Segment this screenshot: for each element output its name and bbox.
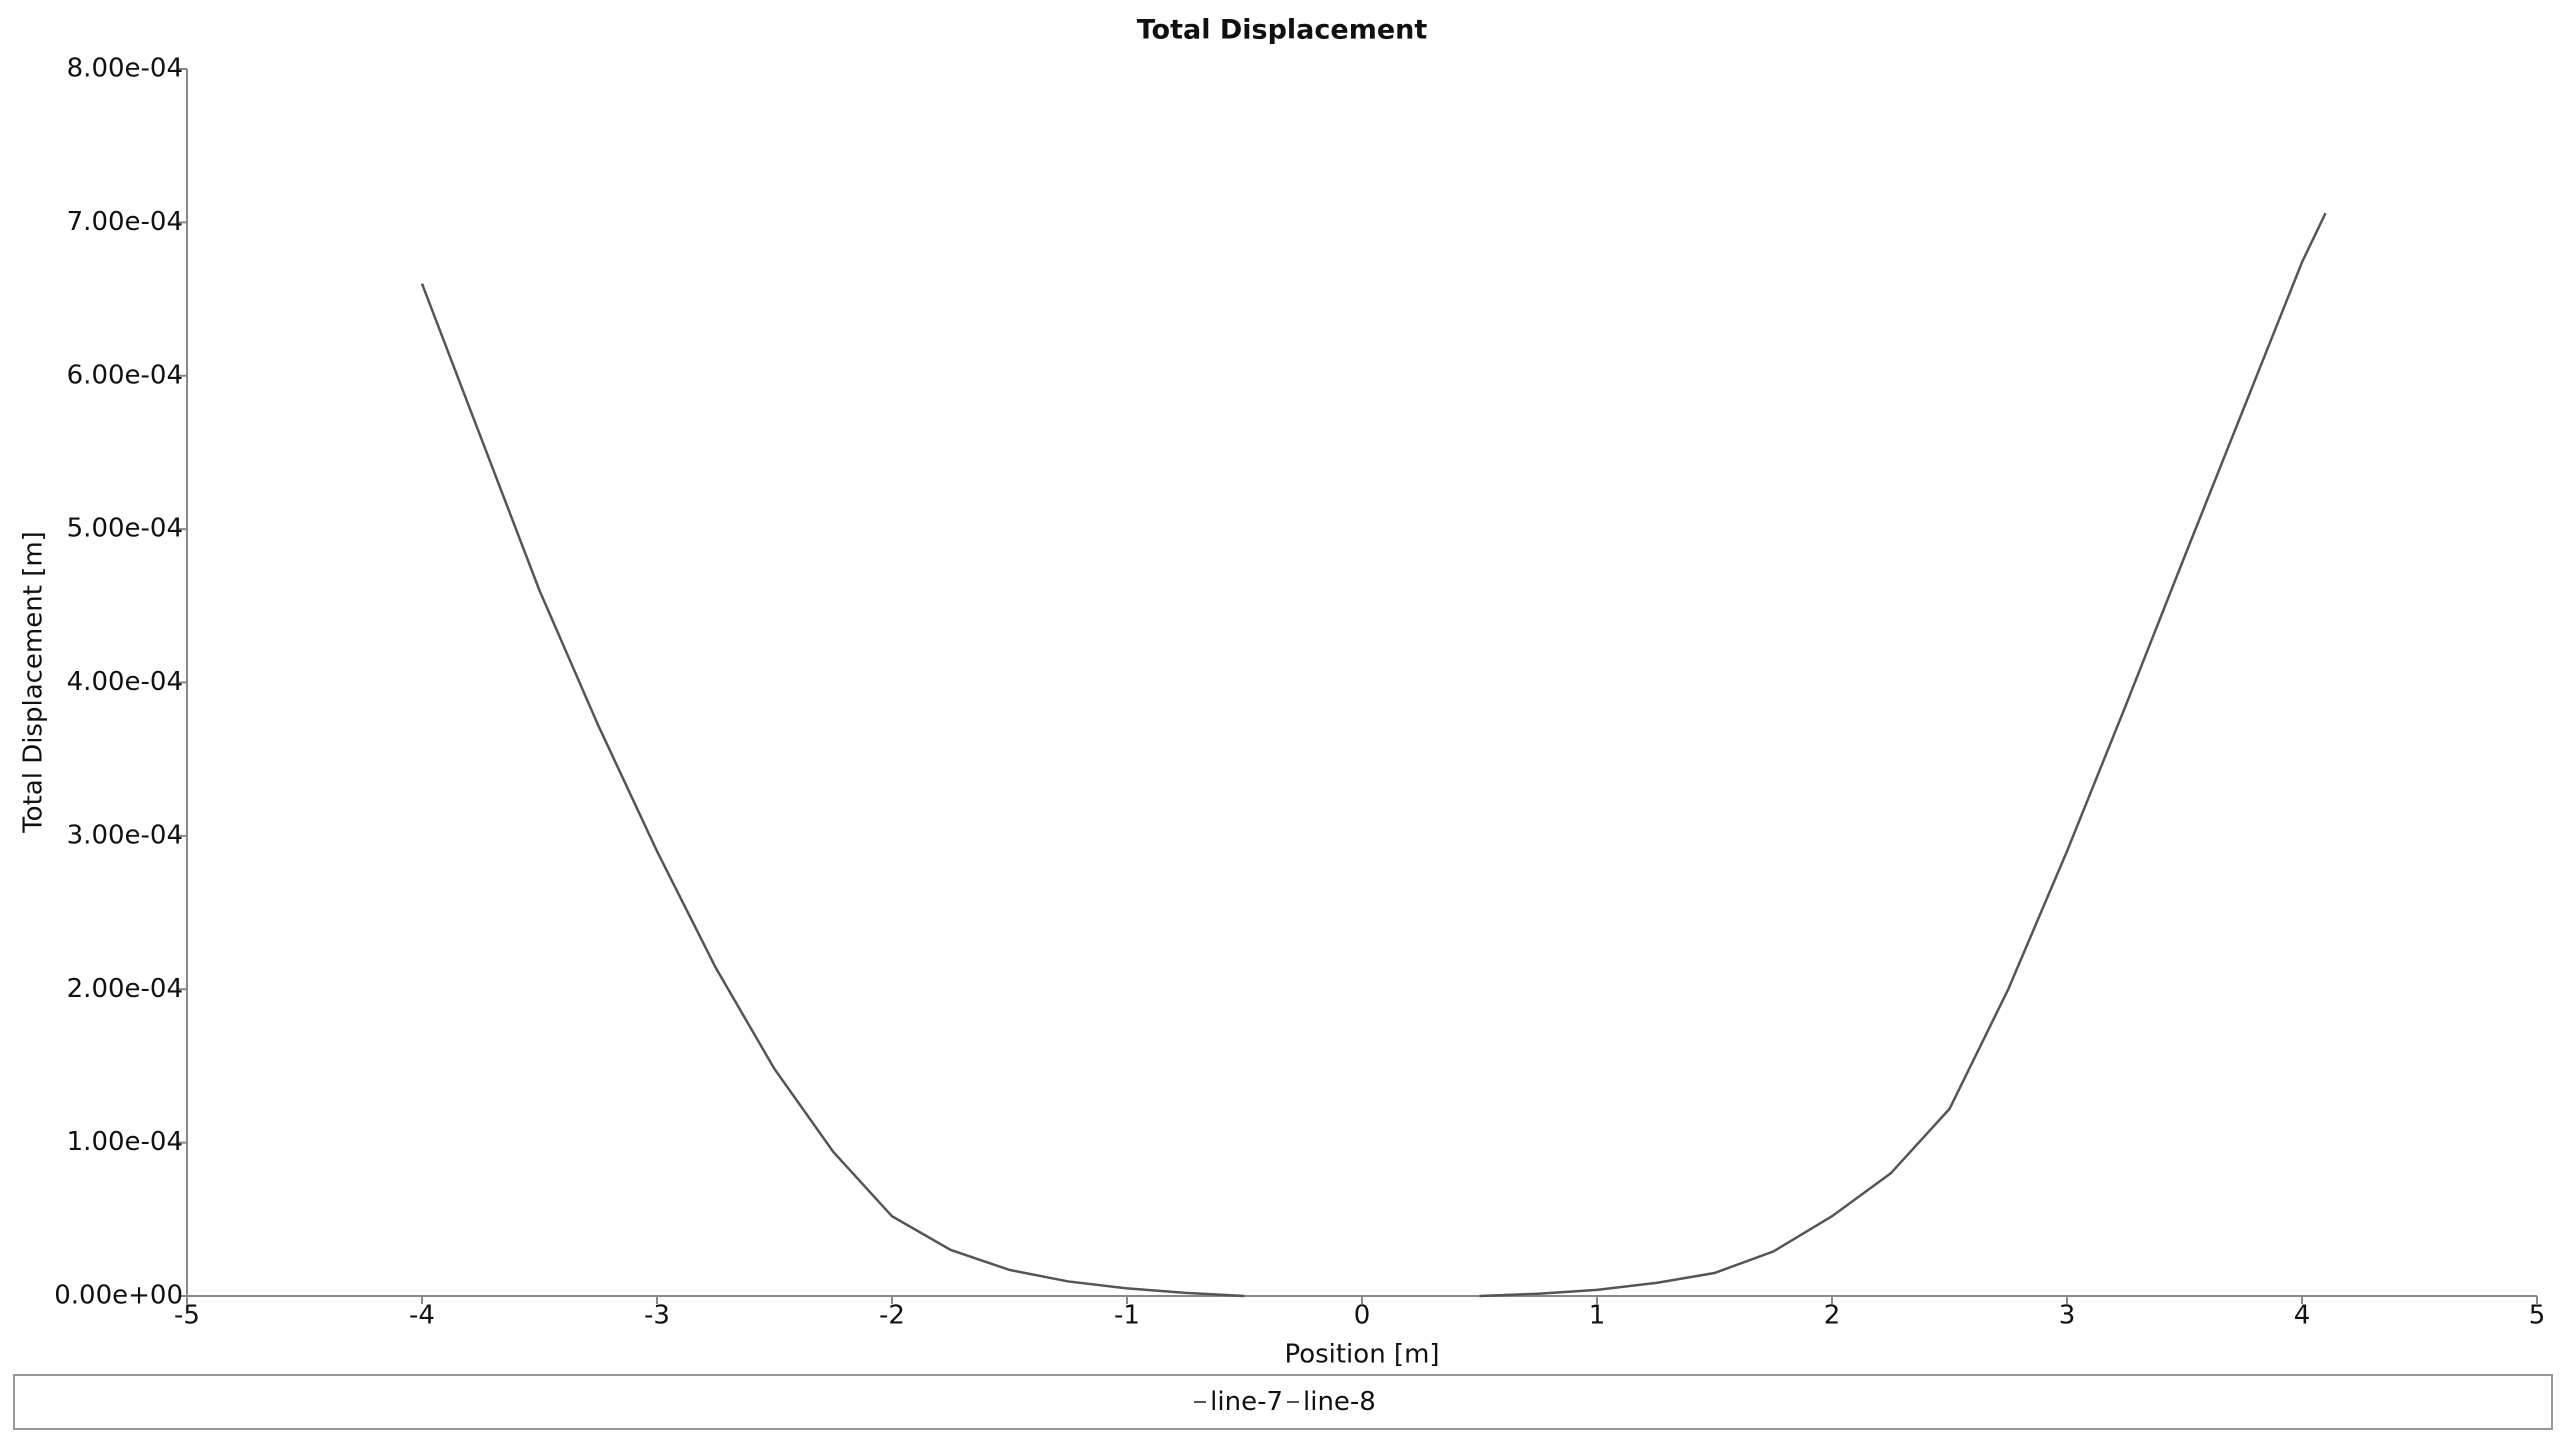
y-tick-label: 0.00e+00 — [54, 1281, 183, 1311]
legend-item: line-8 — [1283, 1387, 1376, 1417]
legend-item: line-7 — [1190, 1387, 1283, 1417]
x-tick-label: 0 — [1354, 1301, 1371, 1331]
x-tick-label: 5 — [2529, 1301, 2546, 1331]
y-tick-label: 6.00e-04 — [67, 360, 183, 390]
x-tick-label: 4 — [2294, 1301, 2311, 1331]
y-tick-label: 8.00e-04 — [67, 54, 183, 84]
x-tick-label: -4 — [409, 1301, 435, 1331]
legend: line-7 line-8 — [13, 1374, 2553, 1430]
x-tick-label: -1 — [1114, 1301, 1140, 1331]
y-tick-label: 3.00e-04 — [67, 820, 183, 850]
data-line — [1479, 212, 2327, 1298]
legend-label: line-7 — [1210, 1387, 1283, 1417]
chart: Total Displacement Position [m] Total Di… — [19, 15, 2546, 1370]
x-tick-label: -2 — [879, 1301, 905, 1331]
y-tick-label: 1.00e-04 — [67, 1127, 183, 1157]
y-tick-label: 4.00e-04 — [67, 667, 183, 697]
y-axis-label: Total Displacement [m] — [19, 531, 49, 834]
x-tick-label: 1 — [1589, 1301, 1606, 1331]
data-line — [420, 283, 1245, 1298]
y-tick-label: 7.00e-04 — [67, 207, 183, 237]
legend-swatch — [1194, 1401, 1207, 1403]
legend-swatch — [1287, 1401, 1299, 1403]
legend-label: line-8 — [1303, 1387, 1376, 1417]
y-tick-label: 2.00e-04 — [67, 974, 183, 1004]
x-tick-label: 2 — [1824, 1301, 1841, 1331]
y-tick-label: 5.00e-04 — [67, 514, 183, 544]
x-axis-label: Position [m] — [1284, 1340, 1439, 1370]
x-tick-label: -3 — [644, 1301, 670, 1331]
chart-title: Total Displacement — [1137, 15, 1428, 46]
x-tick-label: 3 — [2059, 1301, 2076, 1331]
x-tick-label: -5 — [174, 1301, 200, 1331]
